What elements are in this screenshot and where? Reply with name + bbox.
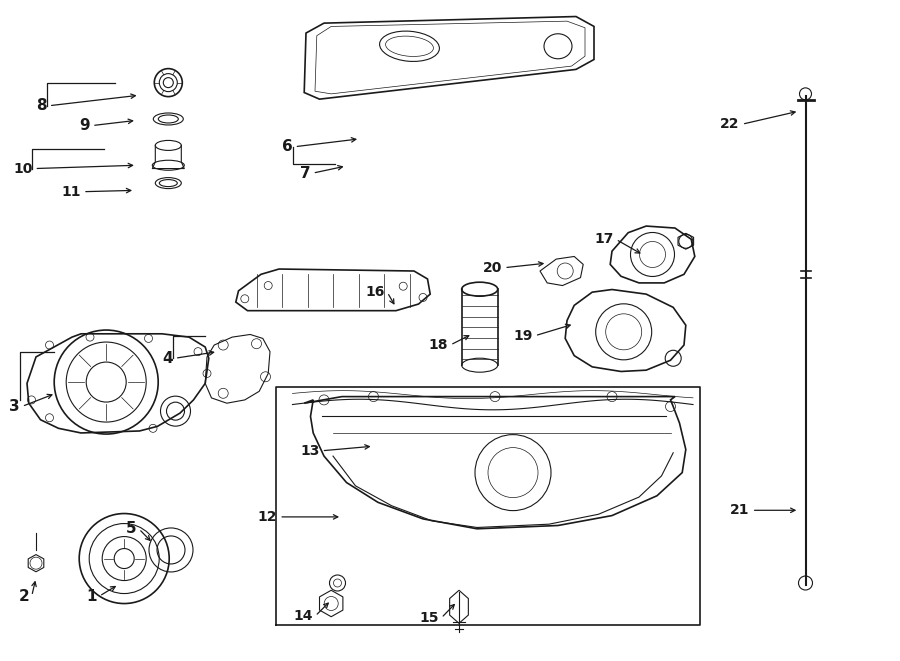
Text: 15: 15 xyxy=(419,611,439,625)
Text: 11: 11 xyxy=(61,184,81,199)
Text: 17: 17 xyxy=(594,232,614,247)
Text: 14: 14 xyxy=(293,609,313,623)
Text: 22: 22 xyxy=(720,117,740,132)
Text: 6: 6 xyxy=(282,139,292,154)
Text: 13: 13 xyxy=(300,444,319,458)
Text: 20: 20 xyxy=(482,260,502,275)
Text: 16: 16 xyxy=(365,285,385,299)
Text: 10: 10 xyxy=(13,161,32,176)
Text: 9: 9 xyxy=(79,118,90,133)
Text: 7: 7 xyxy=(300,166,310,180)
Text: 4: 4 xyxy=(162,351,173,366)
Text: 12: 12 xyxy=(257,510,277,524)
Text: 1: 1 xyxy=(86,589,97,603)
Text: 2: 2 xyxy=(19,589,30,603)
Text: 8: 8 xyxy=(36,98,47,113)
Text: 3: 3 xyxy=(9,399,20,414)
Text: 18: 18 xyxy=(428,338,448,352)
Text: 5: 5 xyxy=(126,522,137,536)
Text: 19: 19 xyxy=(513,329,533,343)
Text: 21: 21 xyxy=(730,503,750,518)
